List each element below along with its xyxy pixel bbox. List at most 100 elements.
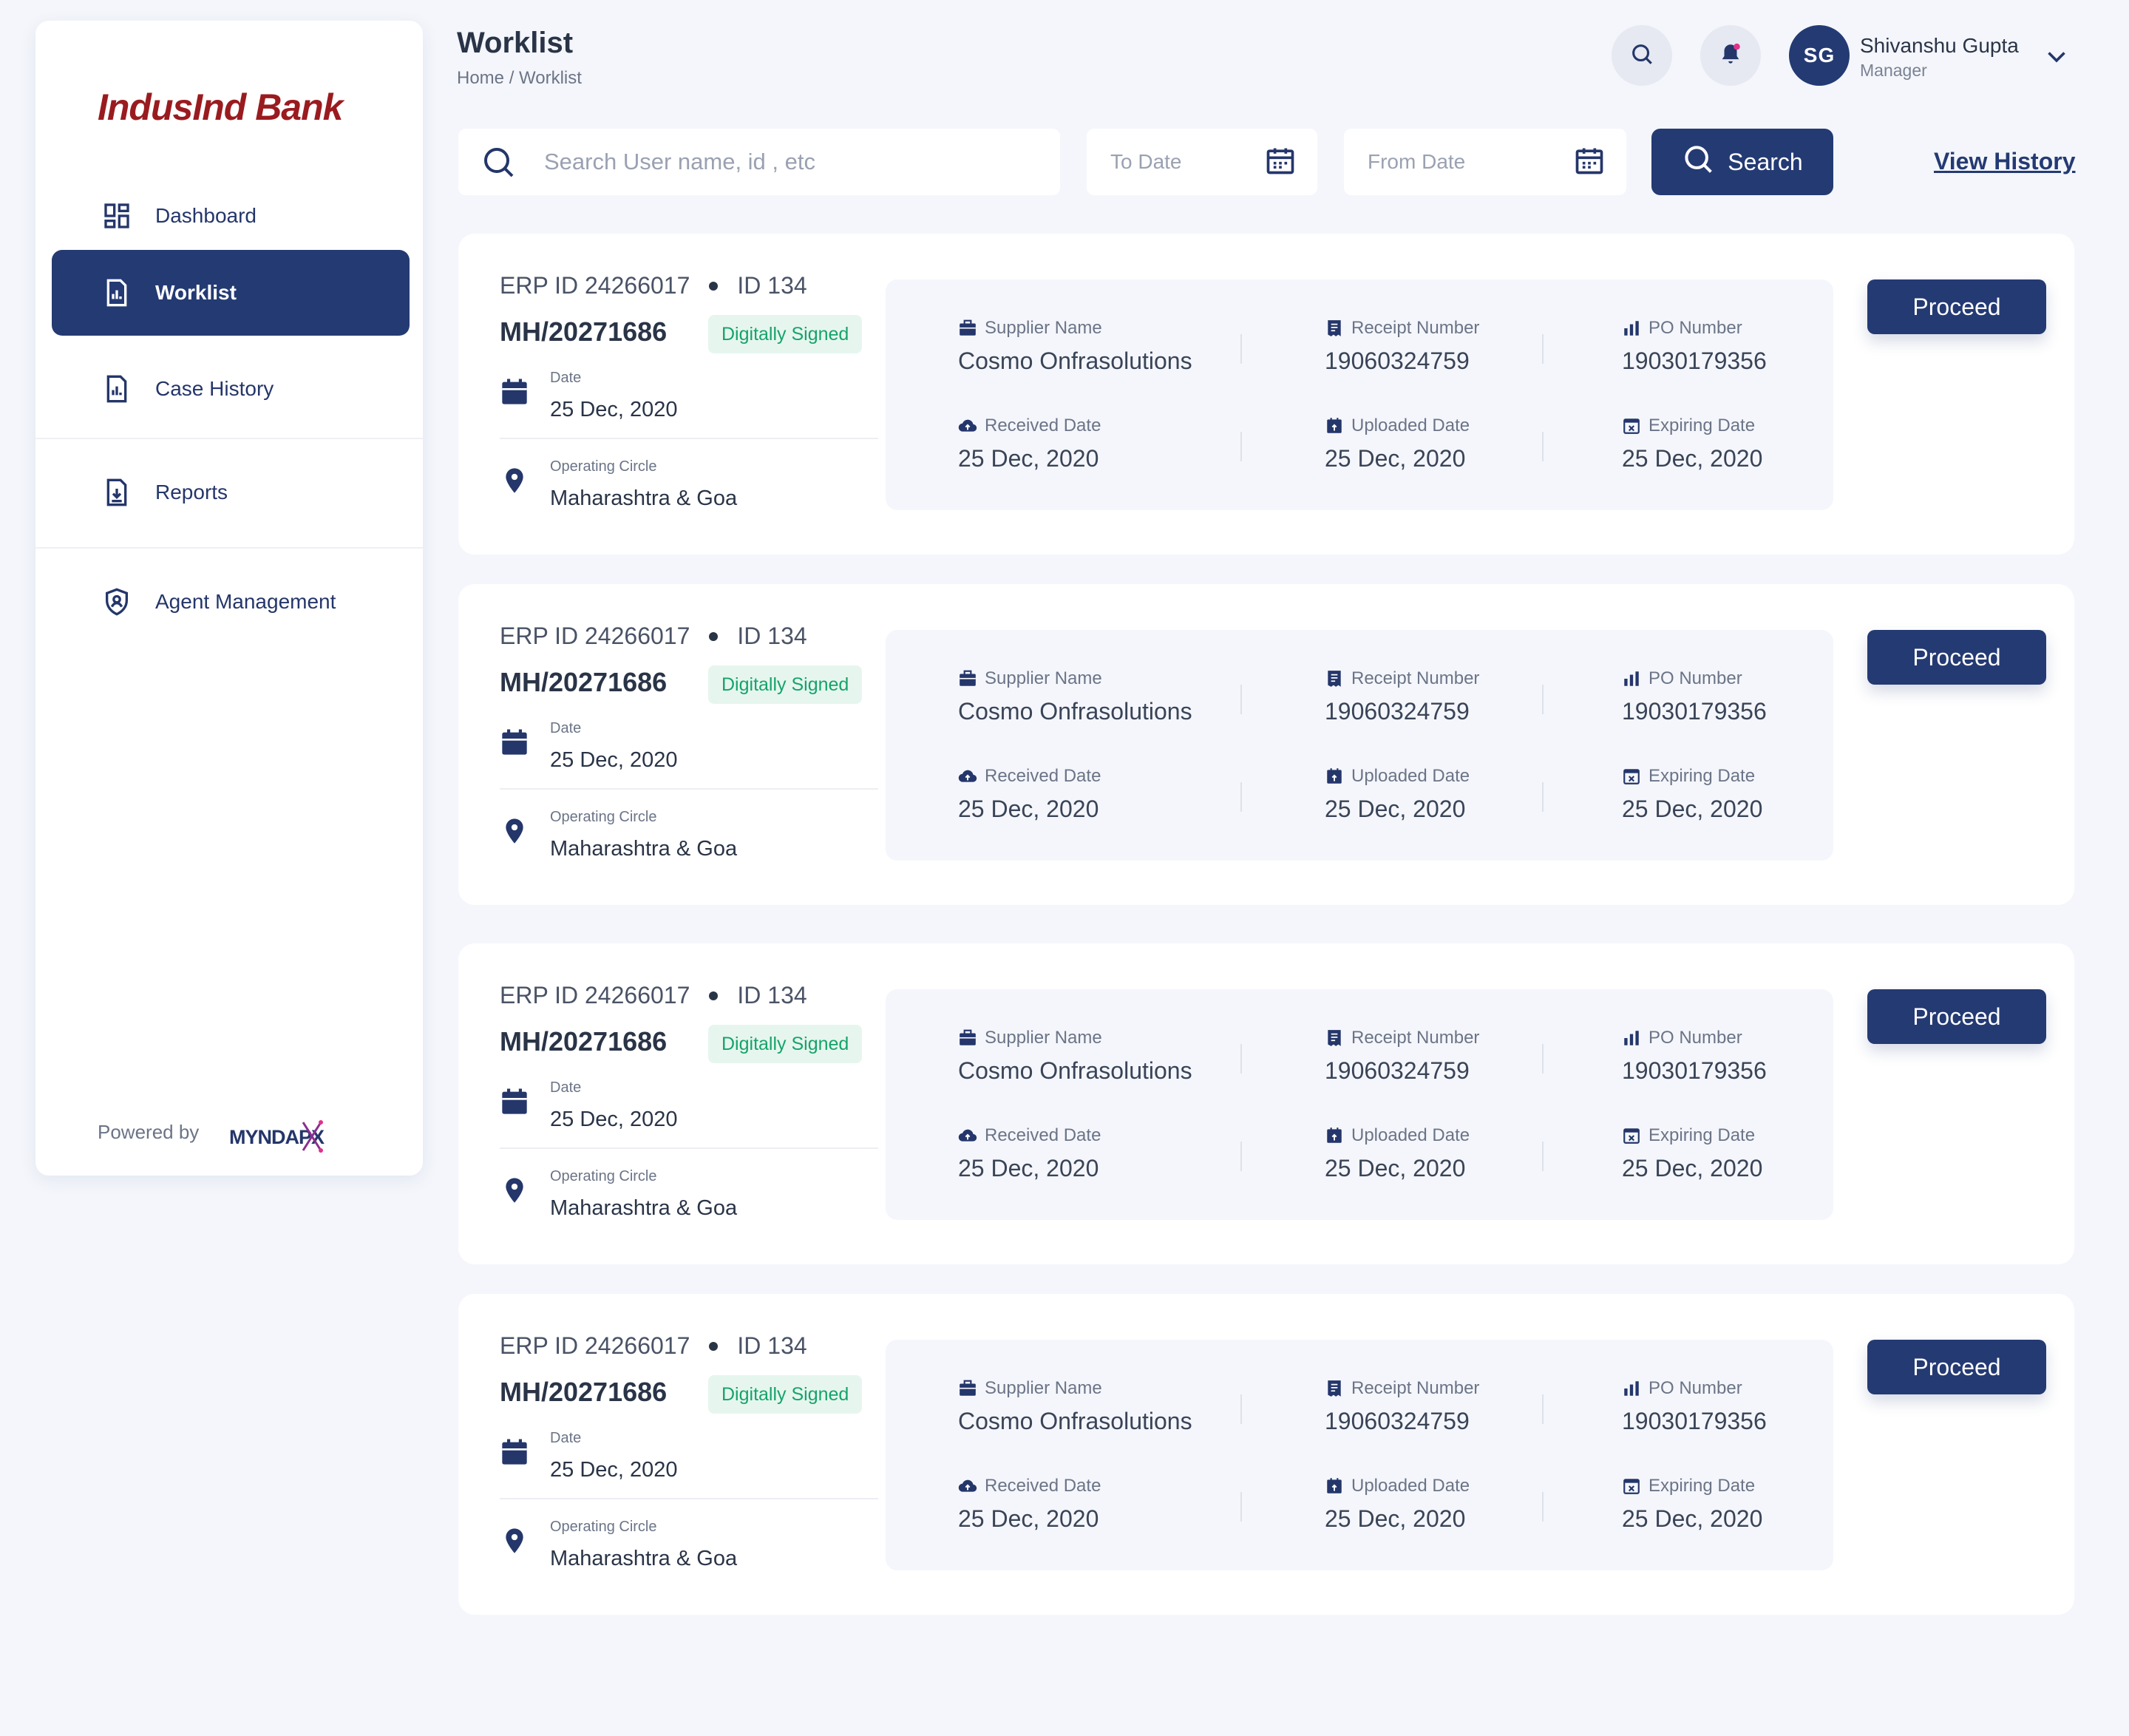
sidebar-item-agent-management[interactable]: Agent Management — [52, 559, 410, 645]
po-label: PO Number — [1648, 318, 1742, 338]
location-pin-icon — [500, 1176, 529, 1205]
uploaded-field: Uploaded Date 25 Dec, 2020 — [1325, 1476, 1470, 1533]
supplier-field: Supplier Name Cosmo Onfrasolutions — [958, 318, 1192, 375]
sidebar-item-dashboard[interactable]: Dashboard — [52, 173, 410, 259]
expiring-field: Expiring Date 25 Dec, 2020 — [1622, 1125, 1762, 1182]
sidebar-item-reports[interactable]: Reports — [52, 450, 410, 535]
case-number: MH/20271686 — [500, 316, 668, 347]
column-separator — [1542, 1142, 1544, 1171]
search-bar — [458, 129, 1060, 195]
receipt-value: 19060324759 — [1325, 1408, 1470, 1434]
operating-circle-value: Maharashtra & Goa — [550, 1196, 738, 1220]
info-panel: Supplier Name Cosmo Onfrasolutions Recei… — [886, 630, 1833, 861]
expiring-label: Expiring Date — [1648, 766, 1756, 786]
uploaded-value: 25 Dec, 2020 — [1325, 796, 1466, 822]
page-title: Worklist — [457, 27, 574, 59]
receipt-value: 19060324759 — [1325, 698, 1470, 725]
calendar-upload-icon — [1325, 1476, 1344, 1496]
sidebar-item-label: Case History — [155, 377, 274, 400]
receipt-icon — [1325, 1028, 1344, 1048]
uploaded-value: 25 Dec, 2020 — [1325, 1505, 1466, 1532]
expiring-label: Expiring Date — [1648, 416, 1756, 435]
po-field: PO Number 19030179356 — [1622, 1378, 1767, 1435]
record-id: ID 134 — [737, 982, 807, 1008]
separator-dot — [709, 631, 719, 641]
received-field: Received Date 25 Dec, 2020 — [958, 1125, 1101, 1182]
chevron-down-icon[interactable] — [2043, 43, 2070, 69]
proceed-button[interactable]: Proceed — [1867, 630, 2046, 685]
receipt-label: Receipt Number — [1351, 1028, 1480, 1048]
uploaded-field: Uploaded Date 25 Dec, 2020 — [1325, 1125, 1470, 1182]
supplier-field: Supplier Name Cosmo Onfrasolutions — [958, 1028, 1192, 1085]
bar-chart-icon — [1622, 1379, 1641, 1398]
erp-line: ERP ID 24266017 ID 134 — [500, 982, 807, 1009]
record-id: ID 134 — [737, 1332, 807, 1359]
worklist-card: ERP ID 24266017 ID 134 MH/20271686 Digit… — [458, 943, 2074, 1264]
powered-by-label: Powered by — [98, 1121, 200, 1143]
case-number: MH/20271686 — [500, 1377, 668, 1407]
date-label: Date — [550, 370, 582, 386]
bar-chart-icon — [1622, 669, 1641, 688]
supplier-label: Supplier Name — [985, 1378, 1102, 1398]
calendar-upload-icon — [1325, 416, 1344, 435]
expiring-field: Expiring Date 25 Dec, 2020 — [1622, 766, 1762, 823]
status-badge: Digitally Signed — [708, 1025, 863, 1063]
uploaded-label: Uploaded Date — [1351, 766, 1470, 786]
info-panel: Supplier Name Cosmo Onfrasolutions Recei… — [886, 1340, 1833, 1570]
proceed-button[interactable]: Proceed — [1867, 279, 2046, 334]
column-separator — [1542, 432, 1544, 461]
operating-circle-label: Operating Circle — [550, 1519, 657, 1535]
cloud-upload-icon — [958, 1126, 977, 1145]
download-doc-icon — [101, 476, 133, 509]
header-search-button[interactable] — [1612, 25, 1672, 86]
supplier-value: Cosmo Onfrasolutions — [958, 347, 1192, 374]
sidebar-item-worklist[interactable]: Worklist — [52, 250, 410, 336]
calendar-icon — [500, 1437, 529, 1467]
date-label: Date — [550, 1079, 582, 1096]
uploaded-field: Uploaded Date 25 Dec, 2020 — [1325, 766, 1470, 823]
indusind-bank-logo[interactable]: IndusInd Bank — [98, 87, 343, 128]
column-separator — [1542, 1492, 1544, 1522]
left-divider — [500, 438, 878, 439]
received-value: 25 Dec, 2020 — [958, 796, 1099, 822]
proceed-button[interactable]: Proceed — [1867, 989, 2046, 1044]
received-value: 25 Dec, 2020 — [958, 445, 1099, 472]
breadcrumb[interactable]: Home / Worklist — [457, 68, 582, 88]
cloud-upload-icon — [958, 416, 977, 435]
date-label: Date — [550, 720, 582, 736]
expiring-field: Expiring Date 25 Dec, 2020 — [1622, 1476, 1762, 1533]
operating-circle-label: Operating Circle — [550, 458, 657, 475]
supplier-value: Cosmo Onfrasolutions — [958, 1408, 1192, 1434]
date-value: 25 Dec, 2020 — [550, 748, 678, 772]
sidebar-item-case-history[interactable]: Case History — [52, 346, 410, 432]
erp-line: ERP ID 24266017 ID 134 — [500, 1332, 807, 1360]
expiring-value: 25 Dec, 2020 — [1622, 445, 1763, 472]
sidebar-item-label: Dashboard — [155, 204, 257, 227]
uploaded-label: Uploaded Date — [1351, 416, 1470, 435]
notifications-button[interactable] — [1700, 25, 1761, 86]
info-panel: Supplier Name Cosmo Onfrasolutions Recei… — [886, 989, 1833, 1220]
from-date-picker[interactable]: From Date — [1344, 129, 1626, 195]
view-history-link[interactable]: View History — [1934, 148, 2076, 174]
sidebar-item-label: Worklist — [155, 281, 237, 304]
supplier-field: Supplier Name Cosmo Onfrasolutions — [958, 1378, 1192, 1435]
record-id: ID 134 — [737, 623, 807, 649]
status-badge: Digitally Signed — [708, 665, 863, 704]
to-date-picker[interactable]: To Date — [1087, 129, 1317, 195]
column-separator — [1542, 1044, 1544, 1074]
avatar[interactable]: SG — [1789, 25, 1850, 86]
po-field: PO Number 19030179356 — [1622, 318, 1767, 375]
expiring-label: Expiring Date — [1648, 1476, 1756, 1496]
location-pin-icon — [500, 466, 529, 495]
proceed-button[interactable]: Proceed — [1867, 1340, 2046, 1394]
calendar-icon — [500, 1087, 529, 1116]
supplier-label: Supplier Name — [985, 1028, 1102, 1048]
bar-chart-icon — [1622, 1028, 1641, 1048]
shield-user-icon — [101, 586, 133, 618]
search-button-label: Search — [1728, 148, 1803, 175]
supplier-value: Cosmo Onfrasolutions — [958, 1057, 1192, 1084]
supplier-value: Cosmo Onfrasolutions — [958, 698, 1192, 725]
search-input[interactable] — [544, 149, 1032, 175]
calendar-x-icon — [1622, 1126, 1641, 1145]
search-button[interactable]: Search — [1651, 129, 1833, 195]
